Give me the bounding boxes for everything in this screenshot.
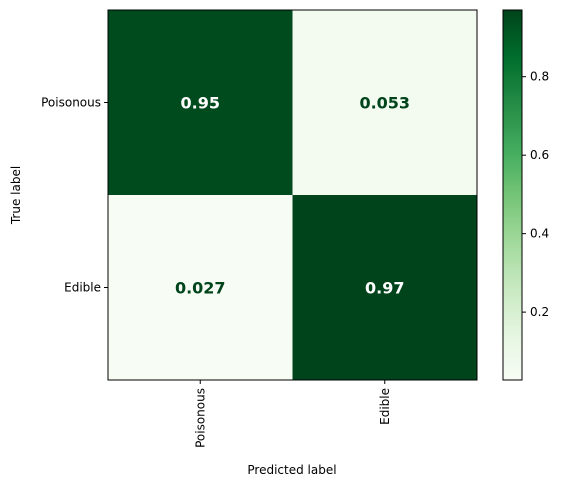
heatmap-cell: [108, 10, 293, 195]
y-axis-label: True label: [9, 166, 23, 225]
cell-value-label: 0.053: [359, 94, 410, 113]
colorbar: 0.2 0.4 0.6 0.8: [502, 9, 549, 381]
x-axis-ticks: Poisonous Edible: [193, 380, 392, 448]
colorbar-tick-label: 0.4: [530, 227, 549, 241]
x-tick-label: Edible: [378, 388, 392, 425]
colorbar-ticks: 0.2 0.4 0.6 0.8: [522, 70, 549, 319]
cell-value-label: 0.027: [175, 279, 226, 298]
heatmap-cell: [292, 10, 477, 195]
plot-frame: [107, 9, 478, 381]
cell-value-label: 0.97: [365, 279, 404, 298]
heatmap-cells: 0.95 0.053 0.027 0.97: [108, 10, 477, 380]
y-tick-label: Edible: [64, 281, 101, 295]
y-axis-ticks: Poisonous Edible: [41, 96, 108, 295]
x-tick-label: Poisonous: [193, 388, 207, 448]
colorbar-tick-label: 0.8: [530, 70, 549, 84]
cell-value-label: 0.95: [181, 94, 220, 113]
heatmap-cell: [292, 195, 477, 380]
colorbar-tick-label: 0.2: [530, 305, 549, 319]
x-axis-label: Predicted label: [247, 463, 336, 477]
colorbar-gradient: [502, 9, 523, 381]
heatmap-cell: [108, 195, 293, 380]
colorbar-tick-label: 0.6: [530, 148, 549, 162]
y-tick-label: Poisonous: [41, 96, 101, 110]
